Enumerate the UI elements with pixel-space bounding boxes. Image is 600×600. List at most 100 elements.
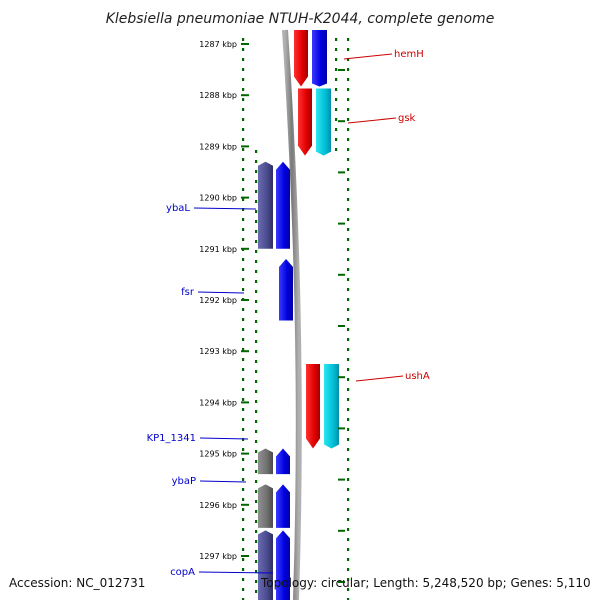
- track-border-dot: [255, 470, 258, 473]
- track-border-dot: [335, 48, 338, 51]
- track-border-dot: [255, 320, 258, 323]
- track-border-dot: [347, 338, 350, 341]
- track-border-dot: [347, 158, 350, 161]
- track-border-dot: [347, 198, 350, 201]
- label-copA[interactable]: copA: [170, 567, 195, 578]
- track-border-dot: [347, 288, 350, 291]
- track-border-dot: [347, 348, 350, 351]
- tick-label: 1290 kbp: [199, 194, 237, 203]
- track-border-dot: [242, 528, 245, 531]
- track-border-dot: [242, 128, 245, 131]
- track-border-dot: [347, 238, 350, 241]
- track-border-dot: [255, 250, 258, 253]
- track-border-dot: [242, 218, 245, 221]
- label-fsr[interactable]: fsr: [181, 287, 195, 298]
- track-border-dot: [347, 518, 350, 521]
- track-border-dot: [347, 118, 350, 121]
- track-border-dot: [347, 368, 350, 371]
- track-border-dot: [347, 168, 350, 171]
- label-ybaP-leader: [199, 480, 247, 483]
- track-border-dot: [242, 508, 245, 511]
- track-border-dot: [347, 568, 350, 571]
- track-border-dot: [255, 530, 258, 533]
- track-border-dot: [242, 68, 245, 71]
- track-border-dot: [242, 88, 245, 91]
- track-border-dot: [347, 268, 350, 271]
- gene-ushA-arrow: [306, 364, 320, 449]
- track-border-dot: [242, 148, 245, 151]
- tick-label: 1292 kbp: [199, 296, 237, 305]
- track-border-dot: [347, 358, 350, 361]
- track-border-dot: [255, 210, 258, 213]
- track-border-dot: [242, 378, 245, 381]
- track-border-dot: [347, 88, 350, 91]
- track-border-dot: [347, 98, 350, 101]
- gene-gsk-arrow: [298, 88, 312, 156]
- label-ybaP[interactable]: ybaP: [172, 476, 196, 487]
- track-border-dot: [242, 408, 245, 411]
- gene-ybaL-arrow: [276, 161, 290, 249]
- track-border-dot: [255, 180, 258, 183]
- label-gsk[interactable]: gsk: [398, 113, 416, 124]
- track-border-dot: [255, 300, 258, 303]
- tick-label: 1295 kbp: [199, 450, 237, 459]
- track-border-dot: [335, 148, 338, 151]
- tick-label: 1296 kbp: [199, 501, 237, 510]
- label-KP1_1341-leader: [199, 437, 249, 440]
- track-border-dot: [242, 198, 245, 201]
- track-border-dot: [255, 230, 258, 233]
- track-border-dot: [242, 208, 245, 211]
- track-border-dot: [255, 550, 258, 553]
- track-border-dot: [242, 38, 245, 41]
- label-KP1_1341[interactable]: KP1_1341: [147, 433, 196, 444]
- track-border-dot: [347, 578, 350, 581]
- gene-track: [276, 30, 320, 600]
- track-border-dot: [347, 488, 350, 491]
- label-ushA[interactable]: ushA: [405, 371, 430, 382]
- track-border-dot: [347, 538, 350, 541]
- cds-ybaL-box: [258, 161, 273, 249]
- track-border-dot: [255, 270, 258, 273]
- track-border-dot: [242, 368, 245, 371]
- track-border-dot: [255, 500, 258, 503]
- kbp-ruler: 1287 kbp 1288 kbp 1289 kbp 1290 kbp 1291 kbp…: [199, 40, 345, 583]
- track-border-dot: [255, 150, 258, 153]
- label-ybaL-leader: [193, 207, 257, 210]
- track-border-dot: [242, 478, 245, 481]
- label-hemH[interactable]: hemH: [394, 49, 424, 60]
- gene-fsr-arrow: [279, 259, 293, 321]
- track-border-dot: [347, 78, 350, 81]
- track-border-dot: [255, 350, 258, 353]
- track-border-dot: [255, 590, 258, 593]
- cds-ybaP-box: [258, 484, 273, 528]
- gene-hemH-arrow: [294, 30, 308, 87]
- track-border-dot: [347, 548, 350, 551]
- track-border-dot: [335, 58, 338, 61]
- track-border-dot: [255, 580, 258, 583]
- track-border-dot: [335, 108, 338, 111]
- cds-KP1_1341-box: [258, 448, 273, 475]
- track-border-dot: [335, 88, 338, 91]
- track-border-dot: [347, 598, 350, 600]
- track-border-dot: [255, 420, 258, 423]
- track-border-dot: [255, 450, 258, 453]
- track-border-dot: [347, 278, 350, 281]
- track-border-dot: [255, 170, 258, 173]
- track-border-dot: [347, 108, 350, 111]
- track-border-dot: [242, 238, 245, 241]
- track-border-dot: [255, 440, 258, 443]
- track-border-dot: [255, 400, 258, 403]
- track-border-dot: [242, 588, 245, 591]
- track-border-dot: [242, 118, 245, 121]
- track-border-dot: [242, 78, 245, 81]
- track-border-dot: [347, 208, 350, 211]
- track-border-dot: [347, 218, 350, 221]
- track-border-dot: [242, 518, 245, 521]
- label-ybaL[interactable]: ybaL: [166, 203, 190, 214]
- track-border-dot: [242, 558, 245, 561]
- track-border-dot: [347, 58, 350, 61]
- track-border-dot: [242, 228, 245, 231]
- gene-ybaP-arrow: [276, 484, 290, 528]
- track-border-dot: [347, 458, 350, 461]
